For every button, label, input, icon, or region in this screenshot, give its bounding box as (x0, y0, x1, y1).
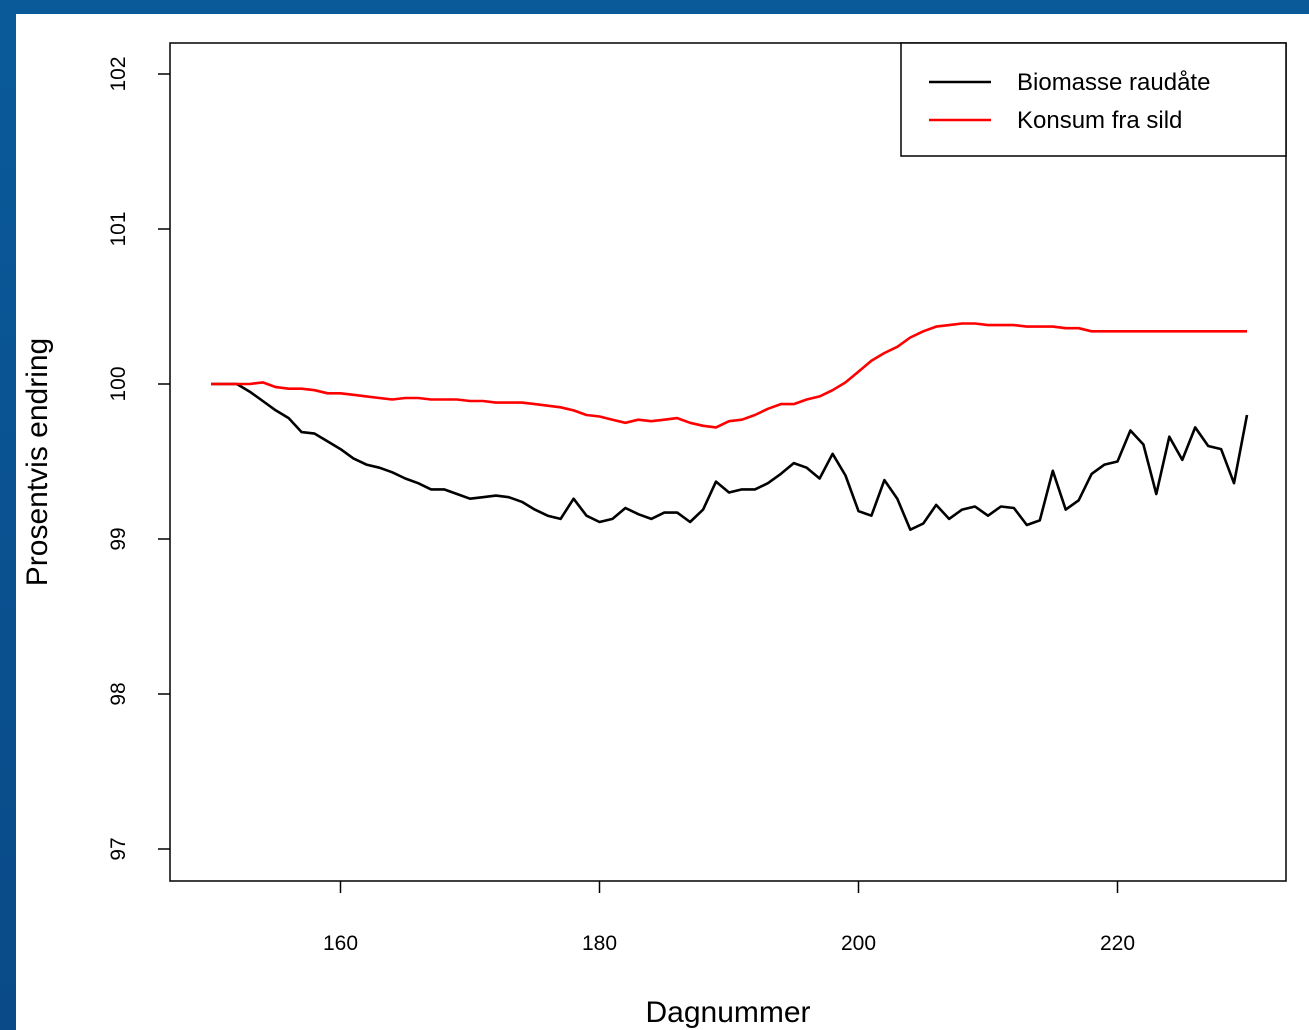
chart-background (16, 14, 1309, 1030)
legend-label-biomasse: Biomasse raudåte (1017, 69, 1210, 96)
x-tick-label-200: 200 (841, 932, 876, 955)
y-axis-title: Prosentvis endring (21, 338, 54, 586)
y-tick-label-101: 101 (107, 211, 130, 246)
legend-box (900, 42, 1287, 157)
y-tick-label-102: 102 (107, 56, 130, 91)
x-tick-label-220: 220 (1100, 932, 1135, 955)
legend-label-konsum: Konsum fra sild (1017, 107, 1182, 134)
legend: Biomasse raudåte Konsum fra sild (900, 42, 1287, 157)
x-tick-label-180: 180 (582, 932, 617, 955)
series-line-0 (211, 382, 1249, 532)
series-line-1 (211, 322, 1247, 429)
plot-frame (169, 42, 1287, 882)
series-group (211, 322, 1249, 532)
y-tick-label-98: 98 (107, 682, 130, 705)
x-axis-title: Dagnummer (645, 996, 810, 1029)
y-tick-label-99: 99 (107, 527, 130, 550)
x-axis: 160 180 200 220 (323, 881, 1135, 955)
y-tick-label-97: 97 (107, 837, 130, 860)
y-tick-label-100: 100 (107, 366, 130, 401)
x-tick-label-160: 160 (323, 932, 358, 955)
y-axis: 97 98 99 100 101 102 (107, 56, 170, 861)
